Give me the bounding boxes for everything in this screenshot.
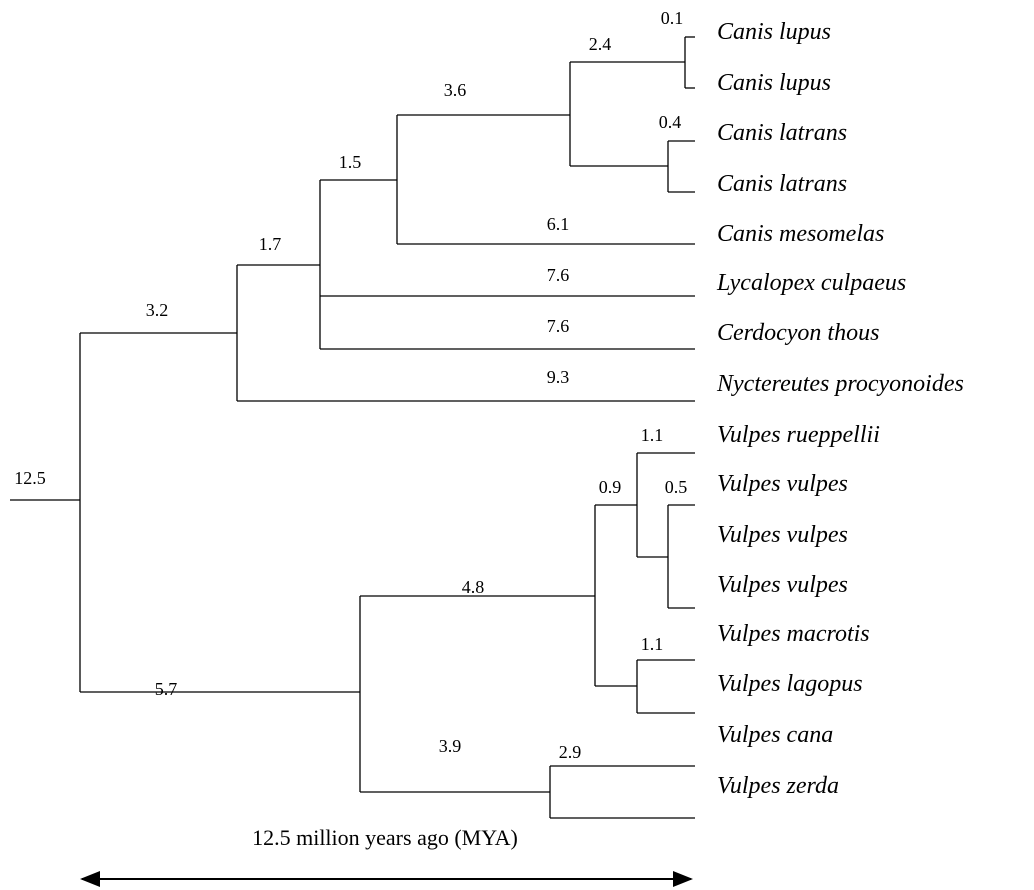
leaf-label: Vulpes vulpes <box>717 471 848 497</box>
branch-label: 3.6 <box>444 80 467 100</box>
branch-label: 12.5 <box>14 468 46 488</box>
branch-label: 7.6 <box>547 265 570 285</box>
branch-label: 1.1 <box>641 425 664 445</box>
branch-label: 2.4 <box>589 34 612 54</box>
branch-label: 3.2 <box>146 300 169 320</box>
branches <box>10 36 695 819</box>
leaf-label: Vulpes vulpes <box>717 572 848 598</box>
scale-label: 12.5 million years ago (MYA) <box>252 825 518 850</box>
leaf-label: Vulpes macrotis <box>717 621 870 647</box>
branch-labels: 12.5 3.2 1.7 1.5 3.6 2.4 0.1 0.4 6.1 7.6… <box>14 8 687 762</box>
branch-label: 0.5 <box>665 477 688 497</box>
leaf-label: Vulpes zerda <box>717 773 839 799</box>
branch-label: 0.1 <box>661 8 684 28</box>
branch-label: 3.9 <box>439 736 462 756</box>
leaf-label: Vulpes lagopus <box>717 671 863 697</box>
leaf-label: Nyctereutes procyonoides <box>716 371 964 397</box>
leaf-label: Vulpes rueppellii <box>717 422 880 448</box>
branch-label: 1.5 <box>339 152 362 172</box>
leaf-label: Vulpes cana <box>717 722 833 748</box>
leaf-label: Canis lupus <box>717 70 831 96</box>
leaf-label: Cerdocyon thous <box>717 320 879 346</box>
leaf-labels: Canis lupus Canis lupus Canis latrans Ca… <box>716 19 964 799</box>
branch-label: 1.7 <box>259 234 282 254</box>
leaf-label: Canis lupus <box>717 19 831 45</box>
branch-label: 0.9 <box>599 477 622 497</box>
leaf-label: Lycalopex culpaeus <box>716 270 906 296</box>
leaf-label: Canis latrans <box>717 120 847 146</box>
leaf-label: Vulpes vulpes <box>717 522 848 548</box>
branch-label: 5.7 <box>155 679 178 699</box>
branch-label: 6.1 <box>547 214 570 234</box>
branch-label: 0.4 <box>659 112 682 132</box>
branch-label: 1.1 <box>641 634 664 654</box>
leaf-label: Canis mesomelas <box>717 221 884 247</box>
branch-label: 4.8 <box>462 577 485 597</box>
leaf-label: Canis latrans <box>717 171 847 197</box>
branch-label: 9.3 <box>547 367 570 387</box>
branch-label: 2.9 <box>559 742 582 762</box>
branch-label: 7.6 <box>547 316 570 336</box>
